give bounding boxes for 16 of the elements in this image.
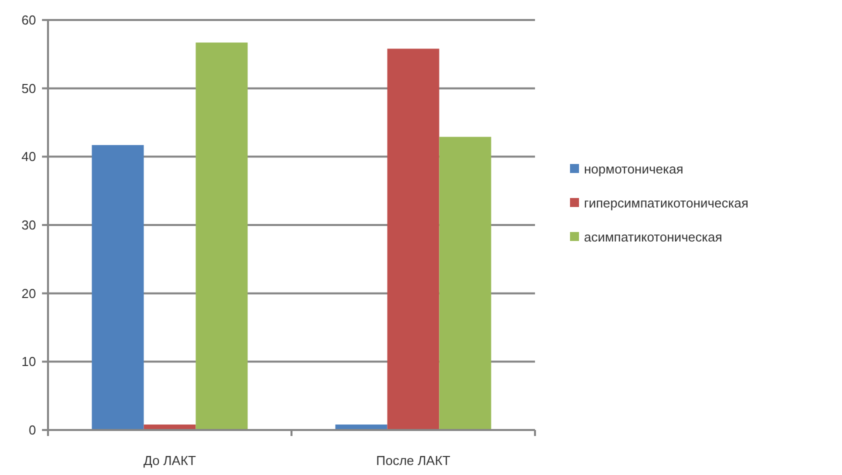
legend-label: асимпатикотоническая (584, 230, 722, 245)
x-tick-label: До ЛАКТ (143, 453, 196, 468)
bar (92, 145, 144, 430)
bar (196, 42, 248, 430)
y-tick-label: 20 (22, 286, 36, 301)
legend-label: нормотоничекая (584, 162, 684, 177)
bar (387, 48, 440, 430)
legend-label: гиперсимпатикотоническая (584, 196, 748, 211)
x-tick-label: После ЛАКТ (376, 453, 450, 468)
y-tick-label: 50 (22, 80, 36, 96)
y-tick-label: 0 (28, 422, 36, 438)
y-tick-label: 60 (22, 12, 36, 28)
y-tick-label: 30 (22, 218, 36, 233)
bar (439, 136, 492, 430)
y-tick-label: 40 (22, 149, 36, 164)
y-tick-label: 10 (22, 354, 36, 370)
